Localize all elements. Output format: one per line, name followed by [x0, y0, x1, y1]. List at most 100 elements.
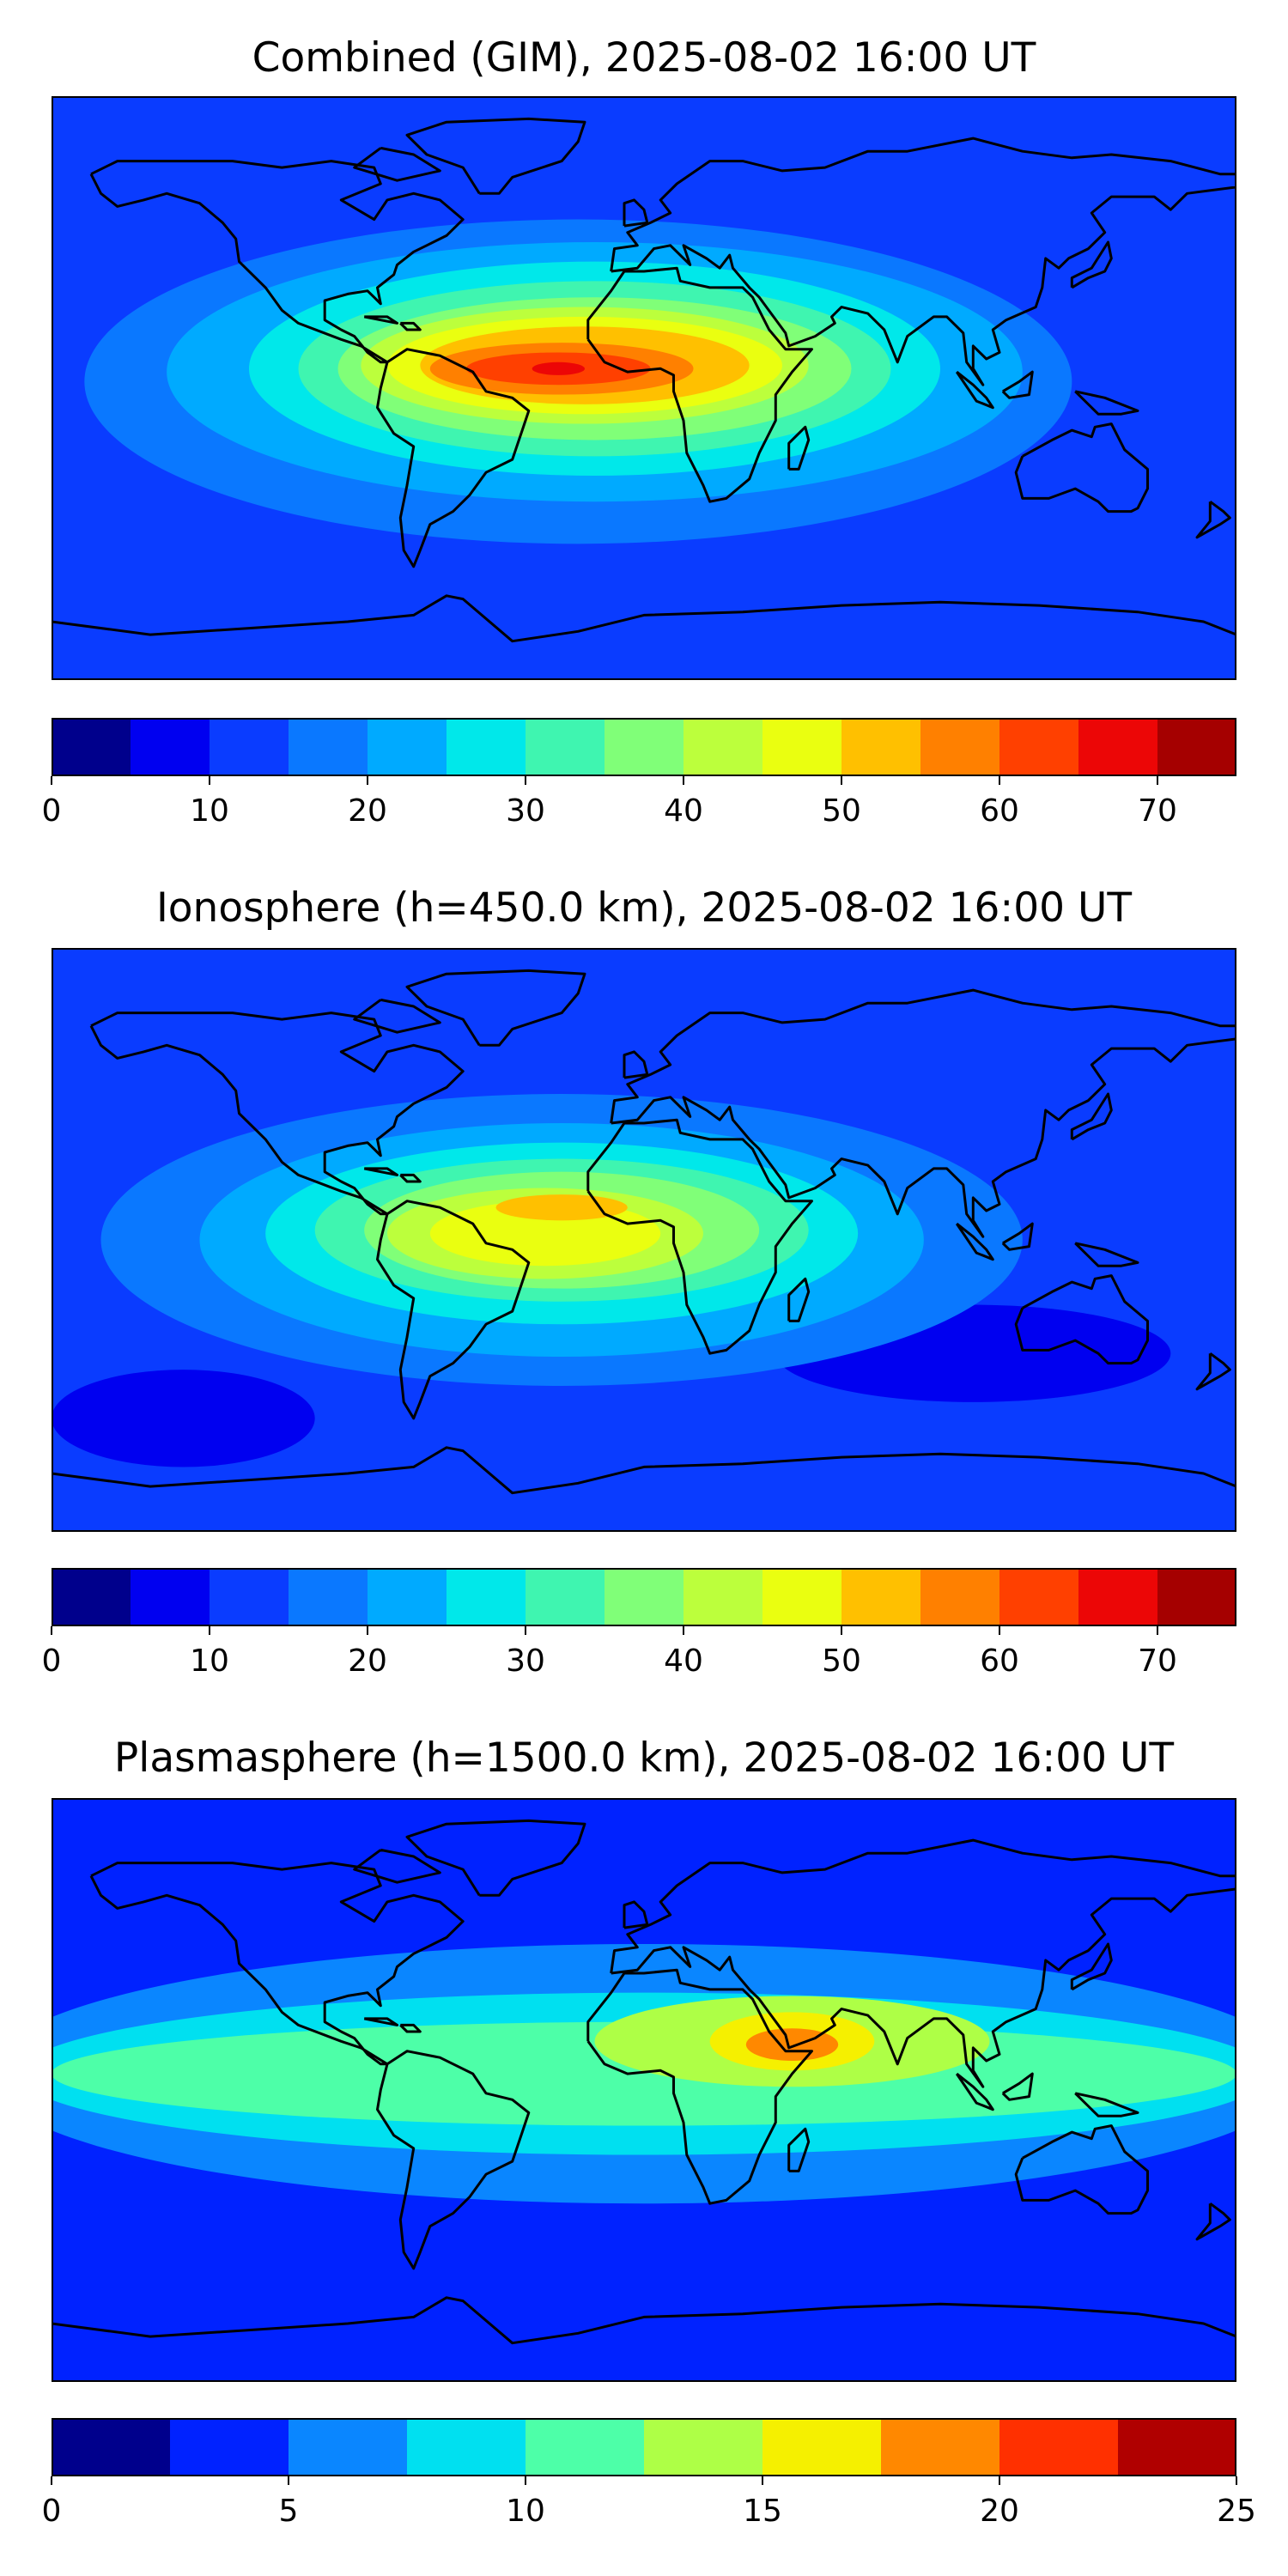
colorbar-segment	[447, 1568, 526, 1626]
coastline-9	[955, 1222, 994, 1261]
colorbar-tick-label: 10	[506, 2494, 545, 2529]
coastline-16	[353, 998, 441, 1034]
colorbar-segment	[999, 2418, 1119, 2476]
coastlines	[52, 969, 1236, 1495]
colorbar-tick-mark	[51, 1626, 52, 1635]
coastline-1	[376, 1200, 531, 1420]
coastline-11	[1074, 390, 1139, 416]
colorbar-segment	[999, 718, 1079, 776]
coastline-8	[1070, 1092, 1113, 1141]
coastline-2	[586, 266, 813, 503]
colorbar-tick-label: 40	[664, 793, 703, 829]
colorbar-tick-mark	[367, 1626, 368, 1635]
colorbar-tick-label: 0	[41, 2494, 62, 2529]
coastline-7	[787, 2127, 811, 2172]
tec-map	[52, 1798, 1236, 2382]
coastline-6	[623, 1900, 649, 1929]
coastlines	[52, 117, 1236, 643]
colorbar-ticks: 0 10 20 30 40 50 60 70	[42, 776, 1236, 850]
colorbar-tick-label: 20	[348, 793, 387, 829]
coastline-2	[586, 1968, 813, 2205]
colorbar-tick-mark	[999, 1626, 1000, 1635]
colorbar-segment	[920, 718, 1000, 776]
colorbar-segment	[447, 718, 526, 776]
colorbar-tick-mark	[683, 1626, 684, 1635]
colorbar-tick-label: 10	[190, 793, 229, 829]
colorbar	[52, 718, 1237, 776]
colorbar-tick-mark	[209, 776, 210, 785]
colorbar-tick-mark	[999, 776, 1000, 785]
contour-region-10	[532, 361, 585, 375]
coastline-10	[1001, 370, 1034, 399]
coastline-13	[1195, 2202, 1231, 2241]
colorbar-tick-mark	[762, 2476, 763, 2485]
coastline-3	[610, 137, 1236, 386]
colorbar-segment	[52, 2418, 171, 2476]
colorbar-tick-mark	[51, 2476, 52, 2485]
colorbar-segment	[1157, 718, 1237, 776]
coastline-0	[89, 1862, 465, 2066]
colorbar-tick-mark	[525, 776, 526, 785]
coastline-15	[363, 1167, 398, 1176]
colorbar-tick-label: 70	[1138, 793, 1177, 829]
map-frame	[52, 96, 1236, 680]
tec-map	[52, 948, 1236, 1532]
colorbar-segment	[762, 1568, 842, 1626]
coastline-2	[586, 1118, 813, 1355]
tec-map-svg	[52, 96, 1236, 680]
colorbar-tick-label: 40	[664, 1643, 703, 1679]
colorbar-frame	[52, 2418, 1236, 2476]
colorbar-segment	[131, 1568, 210, 1626]
colorbar-svg	[52, 2418, 1237, 2476]
colorbar-segment	[1078, 1568, 1158, 1626]
contour-region-0	[52, 1370, 315, 1467]
coastline-5	[405, 117, 586, 195]
colorbar-tick-mark	[209, 1626, 210, 1635]
map-frame	[52, 948, 1236, 1532]
coastline-16	[353, 146, 441, 182]
colorbar-ticks: 0 10 20 30 40 50 60 70	[42, 1626, 1236, 1700]
coastline-7	[787, 425, 811, 471]
colorbar-segment	[683, 1568, 763, 1626]
colorbar-segment	[644, 2418, 763, 2476]
chart-title: Ionosphere (h=450.0 km), 2025-08-02 16:0…	[155, 884, 1133, 932]
colorbar-tick-mark	[1236, 2476, 1237, 2485]
colorbar-segment	[841, 718, 921, 776]
colorbar-segment	[1157, 1568, 1237, 1626]
colorbar-tick-mark	[525, 1626, 526, 1635]
colorbar-tick-label: 15	[743, 2494, 782, 2529]
coastline-4	[1014, 422, 1149, 513]
tec-map	[52, 96, 1236, 680]
colorbar-segment	[289, 718, 368, 776]
tec-map-svg	[52, 1798, 1236, 2382]
colorbar-tick-mark	[367, 776, 368, 785]
colorbar-tick-mark	[288, 2476, 289, 2485]
colorbar-tick-label: 0	[41, 1643, 62, 1679]
colorbar-tick-mark	[1157, 776, 1158, 785]
colorbar-tick-mark	[683, 776, 684, 785]
colorbar-segment	[605, 718, 684, 776]
coastline-13	[1195, 1352, 1231, 1391]
colorbar-segment	[368, 718, 447, 776]
coastline-11	[1074, 1242, 1139, 1267]
colorbar-tick-label: 60	[980, 793, 1019, 829]
colorbar-segment	[210, 718, 289, 776]
coastline-5	[405, 1819, 586, 1897]
colorbar-segment	[52, 1568, 131, 1626]
colorbar-tick-mark	[51, 776, 52, 785]
colorbar-tick-label: 50	[822, 1643, 861, 1679]
coastline-0	[89, 1012, 465, 1216]
colorbar-svg	[52, 718, 1237, 776]
colorbar-segment	[683, 718, 763, 776]
coastline-13	[1195, 500, 1231, 539]
colorbar-tick-mark	[841, 776, 842, 785]
coastline-9	[955, 2072, 994, 2111]
colorbar-segment	[762, 2418, 882, 2476]
colorbar	[52, 2418, 1237, 2476]
colorbar-segment	[526, 2418, 645, 2476]
coastline-8	[1070, 1942, 1113, 1991]
colorbar-tick-mark	[1157, 1626, 1158, 1635]
coastline-3	[610, 988, 1236, 1238]
colorbar-segment	[526, 718, 605, 776]
map-frame	[52, 1798, 1236, 2382]
